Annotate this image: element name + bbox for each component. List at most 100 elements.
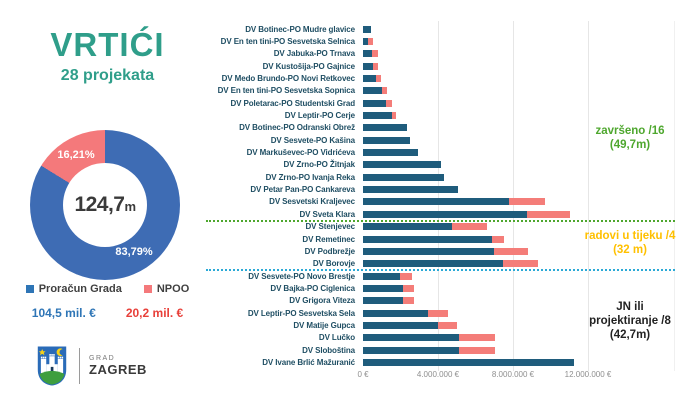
bar-segment-proracun <box>363 334 460 342</box>
bar-segment-npoo <box>427 309 449 317</box>
bar-track <box>363 260 675 268</box>
bar-row-label: DV Sesvete-PO Kašina <box>270 135 355 145</box>
bar-track <box>363 38 675 46</box>
bar-row: DV Zrno-PO Žitnjak <box>215 159 675 171</box>
bar-track <box>363 272 675 280</box>
group-separator-line <box>206 268 675 271</box>
bar-segment-proracun <box>363 186 458 194</box>
bar-segment-npoo <box>402 297 415 305</box>
bar-row-label: DV Stenjevec <box>305 222 356 232</box>
bar-segment-proracun <box>363 173 444 181</box>
bar-row-label: DV Lučko <box>318 333 355 343</box>
bar-segment-proracun <box>363 75 376 83</box>
bar-row: DV Botinec-PO Odranski Obrež <box>215 122 675 134</box>
npoo-swatch-icon <box>143 285 152 293</box>
bar-row: DV Sesvetski Kraljevec <box>215 196 675 208</box>
bar-segment-proracun <box>363 161 441 169</box>
bar-track <box>363 223 675 231</box>
x-tick-4m: 4.000.000 € <box>416 370 460 379</box>
page-title: VRTIĆI <box>50 26 165 63</box>
bar-row: DV Botinec-PO Mudre glavice <box>215 23 675 35</box>
bar-track <box>363 358 675 366</box>
group-label-zavrseno: završeno /16 (49,7m) <box>595 125 665 151</box>
bar-row-label: DV Leptir-PO Sesvetska Sela <box>247 308 355 318</box>
bar-row-label: DV Leptir-PO Cerje <box>284 111 355 121</box>
bar-segment-proracun <box>363 149 419 157</box>
bar-segment-proracun <box>363 136 410 144</box>
bar-row-label: DV Bajka-PO Ciglenica <box>270 283 355 293</box>
bar-row: DV Sesvete-PO Novo Brestje <box>215 270 675 282</box>
bar-segment-proracun <box>363 124 408 132</box>
bar-segment-npoo <box>459 334 495 342</box>
x-tick-8m: 8.000.000 € <box>491 370 535 379</box>
bar-track <box>363 309 675 317</box>
bar-row: DV Matije Gupca <box>215 319 675 331</box>
bar-track <box>363 334 675 342</box>
bar-row: DV Ivane Brlić Mažuranić <box>215 356 675 368</box>
legend-label-proracun: Proračun Grada <box>38 283 122 295</box>
bar-track <box>363 186 675 194</box>
bar-row-label: DV Kustošija-PO Gajnice <box>262 61 356 71</box>
bar-track <box>363 247 675 255</box>
bar-segment-npoo <box>385 99 393 107</box>
bar-row: DV Markuševec-PO Vidrićeva <box>215 146 675 158</box>
bar-segment-proracun <box>363 62 374 70</box>
legend-amounts: 104,5 mil. € 20,2 mil. € <box>0 306 215 320</box>
bar-segment-proracun <box>363 87 383 95</box>
bar-segment-proracun <box>363 272 400 280</box>
bar-track <box>363 284 675 292</box>
bar-track <box>363 198 675 206</box>
bar-row: DV Petar Pan-PO Cankareva <box>215 183 675 195</box>
bar-row: DV Zrno-PO Ivanja Reka <box>215 171 675 183</box>
bar-segment-proracun <box>363 358 575 366</box>
bar-segment-proracun <box>363 38 368 46</box>
bar-row: DV Remetinec <box>215 233 675 245</box>
bar-segment-proracun <box>363 198 510 206</box>
proracun-swatch-icon <box>25 285 34 293</box>
x-tick-12m: 12.000.000 € <box>564 370 612 379</box>
bar-track <box>363 124 675 132</box>
bar-segment-npoo <box>391 112 396 120</box>
bar-segment-npoo <box>459 346 495 354</box>
group-label-jn-ili-projektiranje: JN ili projektiranje /8 (42,7m) <box>589 301 671 341</box>
bar-row: DV En ten tini-PO Sesvetska Sopnica <box>215 85 675 97</box>
bar-segment-proracun <box>363 297 403 305</box>
bar-row-label: DV Botinec-PO Odranski Obrež <box>239 123 355 133</box>
bar-segment-proracun <box>363 309 428 317</box>
bar-segment-npoo <box>451 223 488 231</box>
proracun-amount: 104,5 mil. € <box>31 306 96 320</box>
bar-row-label: DV Zrno-PO Žitnjak <box>283 160 355 170</box>
project-count-subtitle: 28 projekata <box>60 67 155 84</box>
bar-row: DV Kustošija-PO Gajnice <box>215 60 675 72</box>
bar-track <box>363 297 675 305</box>
bar-row: DV En ten tini-PO Sesvetska Selnica <box>215 35 675 47</box>
bar-segment-proracun <box>363 112 392 120</box>
bar-row-label: DV Sloboština <box>302 345 355 355</box>
bar-row: DV Lučko <box>215 332 675 344</box>
bar-segment-npoo <box>375 75 381 83</box>
bar-row: DV Leptir-PO Sesvetska Sela <box>215 307 675 319</box>
bar-row: DV Jabuka-PO Trnava <box>215 48 675 60</box>
bar-segment-npoo <box>509 198 545 206</box>
bar-segment-proracun <box>363 235 492 243</box>
projects-bar-chart: DV Botinec-PO Mudre glavice DV En ten tin… <box>206 0 700 407</box>
bar-track <box>363 346 675 354</box>
bar-row-label: DV Zrno-PO Ivanja Reka <box>265 172 355 182</box>
bar-row-label: DV Botinec-PO Mudre glavice <box>245 24 355 34</box>
bar-track <box>363 173 675 181</box>
bar-segment-npoo <box>502 260 538 268</box>
bar-row: DV Sesvete-PO Kašina <box>215 134 675 146</box>
donut-hole: 124,7m <box>63 163 147 247</box>
proracun-percent-label: 83,79% <box>115 246 153 258</box>
group-label-radovi-u-tijeku: radovi u tijeku /4 (32 m) <box>584 230 676 256</box>
bar-segment-proracun <box>363 223 452 231</box>
bar-row-label: DV Remetinec <box>302 234 355 244</box>
bar-row-label: DV Borovje <box>312 259 355 269</box>
bar-row: DV Sveta Klara <box>215 208 675 220</box>
bar-segment-npoo <box>491 235 504 243</box>
bar-track <box>363 75 675 83</box>
bar-row-label: DV Sveta Klara <box>299 209 355 219</box>
bar-segment-npoo <box>438 321 457 329</box>
logo-top-text: GRAD <box>89 355 116 362</box>
legend-item-proracun: Proračun Grada <box>25 283 122 295</box>
